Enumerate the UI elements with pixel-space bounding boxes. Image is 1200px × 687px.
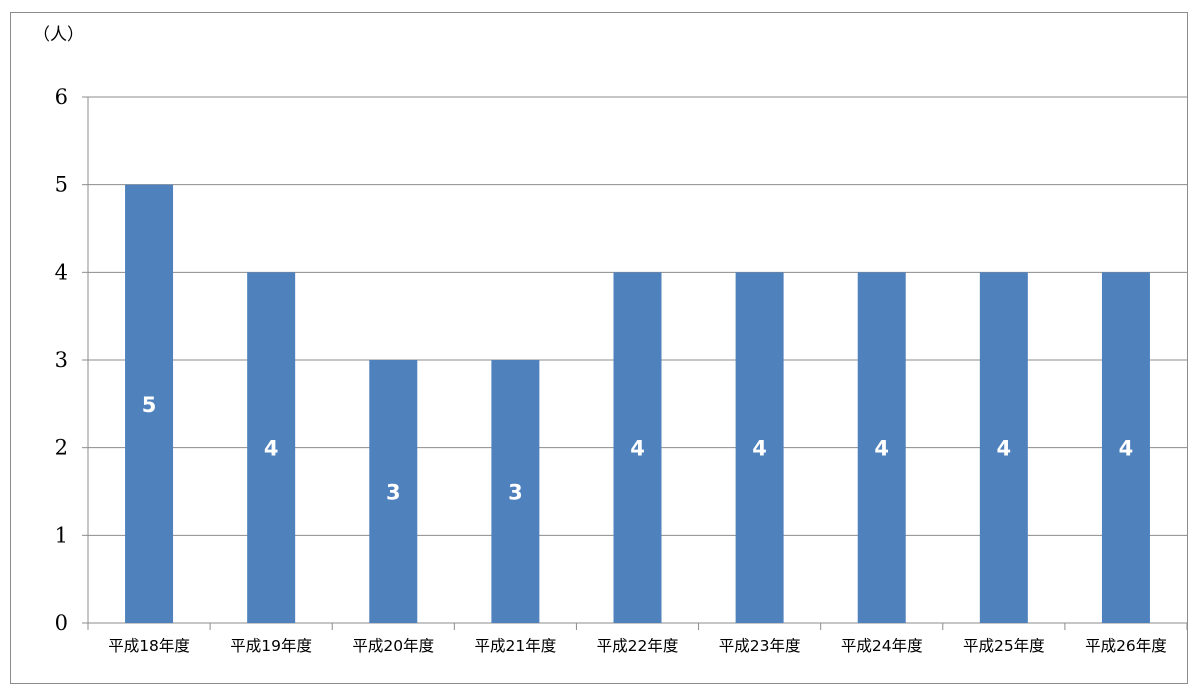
y-tick-label: 6 [55,85,68,109]
x-category-label: 平成23年度 [719,637,801,655]
bar [491,360,540,623]
data-label: 4 [752,437,767,461]
x-category-label: 平成21年度 [475,637,557,655]
bars [125,184,1150,623]
y-axis-ticks: 0 1 2 3 4 5 6 [55,85,88,635]
data-labels: 5 4 3 3 4 4 4 4 4 [142,393,1134,505]
y-tick-label: 0 [55,611,68,635]
data-label: 3 [508,481,523,505]
y-tick-label: 4 [55,260,68,284]
y-tick-label: 5 [55,173,68,197]
bar [979,272,1028,623]
y-axis-unit-label: （人） [33,25,84,45]
bar [1101,272,1150,623]
y-tick-label: 3 [55,348,68,372]
x-category-label: 平成26年度 [1085,637,1167,655]
y-tick-label: 2 [55,436,68,460]
bar [735,272,784,623]
x-category-label: 平成18年度 [108,637,190,655]
data-label: 4 [1119,437,1134,461]
x-category-label: 平成22年度 [597,637,679,655]
x-category-label: 平成24年度 [841,637,923,655]
data-label: 5 [142,393,157,417]
data-label: 3 [386,481,401,505]
data-label: 4 [264,437,279,461]
data-label: 4 [630,437,645,461]
y-tick-label: 1 [55,523,68,547]
x-axis-categories: 平成18年度 平成19年度 平成20年度 平成21年度 平成22年度 平成23年度 平成24… [108,637,1167,655]
x-category-label: 平成25年度 [963,637,1045,655]
bar [125,184,174,623]
bar [613,272,662,623]
bar [247,272,296,623]
bar-chart: （人） 0 1 2 3 4 5 6 5 4 3 3 4 4 4 4 4 平成18年度 平成19年度 平成20年度… [33,25,1188,655]
x-category-label: 平成19年度 [230,637,312,655]
x-category-label: 平成20年度 [352,637,434,655]
data-label: 4 [874,437,889,461]
data-label: 4 [997,437,1012,461]
bar [369,360,418,623]
bar [857,272,906,623]
chart-frame: （人） 0 1 2 3 4 5 6 5 4 3 3 4 4 4 4 4 平成18年度 平成19年度 平成20年度… [10,12,1188,684]
